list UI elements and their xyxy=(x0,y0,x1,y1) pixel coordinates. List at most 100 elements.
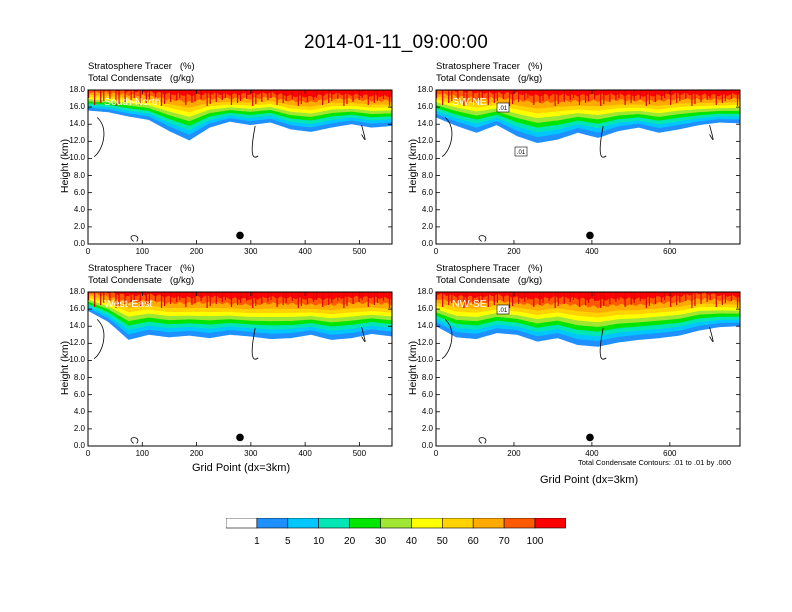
tracer-streak xyxy=(358,292,360,302)
tracer-streak xyxy=(300,90,302,104)
x-tick-label: 400 xyxy=(298,247,312,256)
y-axis-label: Height (km) xyxy=(59,340,72,396)
tracer-streak xyxy=(481,292,483,300)
tracer-streak xyxy=(267,292,269,302)
tracer-streak xyxy=(588,292,590,303)
tracer-streak xyxy=(206,90,208,106)
tracer-streak xyxy=(660,90,663,100)
tracer-streak xyxy=(328,90,330,103)
tracer-streak xyxy=(630,90,632,103)
tracer-streak xyxy=(563,90,565,102)
y-tick-label: 18.0 xyxy=(69,287,85,296)
y-tick-label: 4.0 xyxy=(421,204,433,214)
condensate-contour xyxy=(93,117,105,158)
tracer-streak xyxy=(291,292,293,301)
tracer-streak xyxy=(312,90,315,100)
tracer-streak xyxy=(730,90,733,99)
tracer-streak xyxy=(512,292,514,306)
tracer-streak xyxy=(103,90,105,101)
tracer-streak xyxy=(194,292,196,303)
y-tick-label: 8.0 xyxy=(73,170,85,180)
tracer-streak xyxy=(691,292,693,308)
y-tick-label: 4.0 xyxy=(73,406,85,416)
x-tick-label: 100 xyxy=(135,247,149,256)
tracer-streak xyxy=(624,90,626,105)
header-line-2: Total Condensate (g/kg) xyxy=(88,73,195,84)
tracer-streak xyxy=(600,90,602,106)
colorbar-swatch xyxy=(534,518,566,529)
tracer-streak xyxy=(118,292,120,306)
y-tick-label: 4.0 xyxy=(73,204,85,214)
tracer-streak xyxy=(600,292,602,308)
tracer-streak xyxy=(373,292,375,305)
tracer-streak xyxy=(164,292,166,306)
x-tick-label: 400 xyxy=(585,247,599,256)
tracer-streak xyxy=(148,292,150,303)
tracer-streak xyxy=(346,90,348,104)
x-tick-label: 300 xyxy=(244,247,258,256)
tracer-streak xyxy=(240,90,242,101)
tracer-streak xyxy=(276,292,278,307)
tracer-streak xyxy=(133,292,135,300)
x-tick-label: 200 xyxy=(507,449,521,458)
tracer-streak xyxy=(487,90,489,105)
tracer-streak xyxy=(331,292,333,303)
tracer-streak xyxy=(724,292,726,303)
tracer-streak xyxy=(382,90,385,99)
tracer-streak xyxy=(300,292,302,306)
tracer-streak xyxy=(209,90,211,104)
tracer-streak xyxy=(639,90,641,99)
tracer-streak xyxy=(493,292,495,305)
tracer-streak xyxy=(706,292,708,302)
panel-label: West-East xyxy=(104,298,153,310)
tracer-streak xyxy=(715,292,717,307)
x-tick-label: 0 xyxy=(433,247,439,256)
header-line-1: Stratosphere Tracer (%) xyxy=(88,61,195,72)
tracer-streak xyxy=(466,292,468,306)
header-line-2: Total Condensate (g/kg) xyxy=(88,275,195,286)
colorbar-label: 20 xyxy=(344,536,356,547)
header-line-1: Stratosphere Tracer (%) xyxy=(436,263,543,274)
tracer-streak xyxy=(648,292,650,306)
condensate-contour xyxy=(251,327,259,360)
condensate-contour xyxy=(251,125,259,158)
plot-area xyxy=(87,291,393,447)
tracer-streak xyxy=(518,292,520,304)
condensate-contour xyxy=(130,235,139,242)
location-marker xyxy=(236,231,244,240)
y-tick-label: 0.0 xyxy=(421,441,433,450)
y-tick-label: 16.0 xyxy=(417,304,433,314)
x-axis-label-left: Grid Point (dx=3km) xyxy=(192,462,291,474)
tracer-streak xyxy=(448,90,450,103)
tracer-streak xyxy=(388,90,391,106)
tracer-streak xyxy=(557,90,559,104)
tracer-streak xyxy=(594,292,596,301)
contour-label-box xyxy=(496,304,510,315)
x-tick-label: 500 xyxy=(352,247,367,256)
tracer-streak xyxy=(88,292,90,300)
tracer-streak xyxy=(496,292,498,303)
tracer-streak xyxy=(436,90,438,98)
tracer-streak xyxy=(584,90,587,103)
colorbar-swatch xyxy=(226,518,258,529)
y-tick-label: 10.0 xyxy=(417,355,433,365)
tracer-streak xyxy=(343,292,345,308)
tracer-streak xyxy=(276,90,278,105)
tracer-streak xyxy=(124,90,126,102)
tracer-streak xyxy=(224,90,226,98)
tracer-streak xyxy=(139,292,141,307)
plot-frame xyxy=(87,89,393,245)
tracer-streak xyxy=(358,90,360,100)
tracer-streak xyxy=(512,90,514,104)
panel-label: NW-SE xyxy=(452,298,487,310)
colorbar-label: 5 xyxy=(285,536,291,547)
colorbar-label: 50 xyxy=(436,536,448,547)
tracer-streak xyxy=(373,90,375,103)
y-tick-label: 2.0 xyxy=(73,221,85,231)
tracer-streak xyxy=(209,292,211,306)
condensate-contour xyxy=(441,117,453,158)
tracer-streak xyxy=(451,292,453,303)
tracer-streak xyxy=(118,90,120,104)
tracer-streak xyxy=(639,292,641,301)
tracer-streak xyxy=(502,90,505,99)
